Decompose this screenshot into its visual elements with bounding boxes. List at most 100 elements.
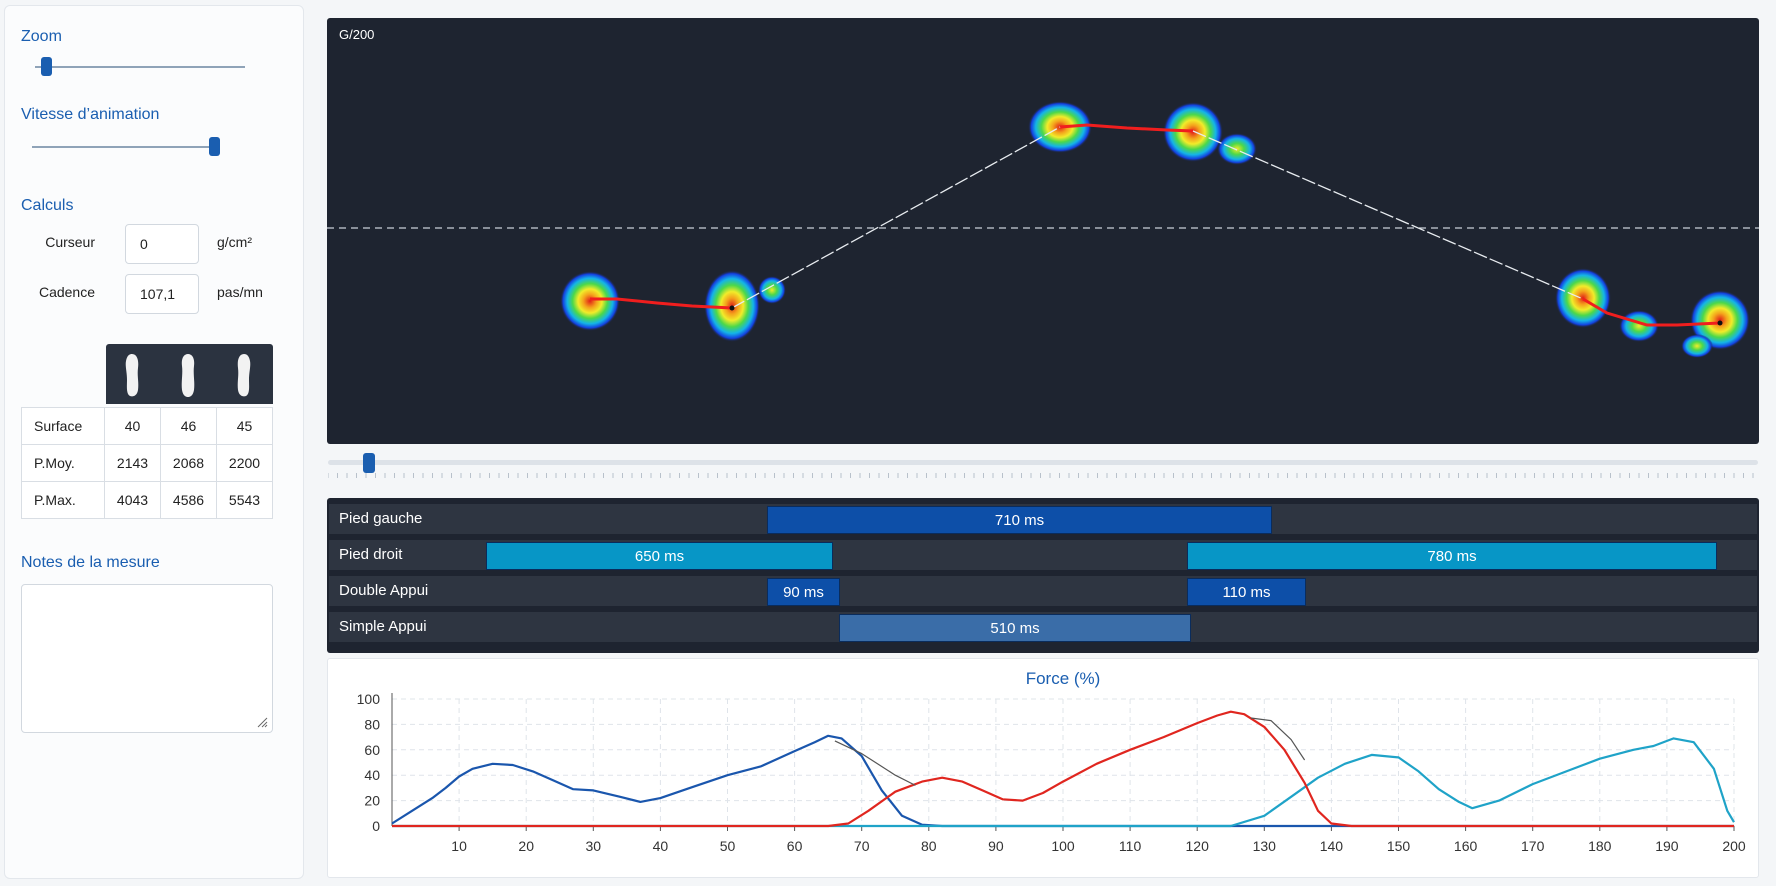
timeline-track[interactable] <box>328 460 1758 465</box>
stats-row: Surface 40 46 45 <box>21 407 273 445</box>
left-panel: Zoom Vitesse d’animation Calculs Curseur… <box>4 5 304 879</box>
x-tick-label: 80 <box>921 838 937 854</box>
stats-cell: 40 <box>104 407 161 445</box>
x-tick-label: 30 <box>586 838 602 854</box>
x-tick-label: 40 <box>653 838 669 854</box>
center-of-pressure-path <box>590 123 1723 327</box>
cadence-input[interactable]: 107,1 <box>125 274 199 314</box>
stats-cell: 2200 <box>216 444 273 482</box>
series-line-3 <box>834 740 916 786</box>
timeline-thumb[interactable] <box>362 453 375 473</box>
series-line-1 <box>392 737 1735 828</box>
cursor-unit: g/cm² <box>217 234 252 250</box>
x-tick-label: 90 <box>988 838 1004 854</box>
footprint-3-mid <box>1619 310 1659 342</box>
footprint-3-heel <box>1555 268 1611 328</box>
phase-bar[interactable]: 780 ms <box>1187 542 1717 570</box>
force-chart: Force (%) 0 20 40 60 80 100 10 20 30 40 50 60 70 80 90 1… <box>327 658 1759 878</box>
phase-bar[interactable]: 110 ms <box>1187 578 1306 606</box>
x-tick-label: 150 <box>1387 838 1411 854</box>
x-tick-label: 180 <box>1588 838 1612 854</box>
x-tick-label: 160 <box>1454 838 1478 854</box>
stats-cell: 46 <box>160 407 217 445</box>
stats-row-label: P.Max. <box>21 481 105 519</box>
y-tick-label: 0 <box>372 818 380 834</box>
footprint-1-toes <box>758 276 786 304</box>
cadence-label: Cadence <box>38 284 95 300</box>
map-scale-label: G/200 <box>339 27 375 42</box>
force-chart-svg: Force (%) 0 20 40 60 80 100 10 20 30 40 50 60 70 80 90 1… <box>357 669 1746 854</box>
footprint-blobs <box>560 101 1750 358</box>
zoom-title: Zoom <box>21 28 62 45</box>
phase-row: Pied droit 650 ms 780 ms <box>329 540 1757 570</box>
cadence-unit: pas/mn <box>217 284 263 300</box>
notes-title: Notes de la mesure <box>21 554 160 571</box>
x-tick-label: 120 <box>1186 838 1210 854</box>
stats-table: Surface 40 46 45 P.Moy. 2143 2068 2200 P.Max. 404… <box>21 407 273 519</box>
cursor-input[interactable]: 0 <box>125 224 199 264</box>
stats-row-label: P.Moy. <box>21 444 105 482</box>
x-tick-label: 190 <box>1655 838 1679 854</box>
footprint-2-toes <box>1217 133 1257 165</box>
stats-cell: 2068 <box>160 444 217 482</box>
pressure-map[interactable]: G/200 <box>327 18 1759 444</box>
phase-label: Pied droit <box>339 546 403 563</box>
phase-label: Simple Appui <box>339 618 427 635</box>
timeline-ticks <box>328 473 1754 478</box>
both-feet-icon[interactable] <box>178 352 198 398</box>
y-tick-label: 60 <box>364 742 380 758</box>
y-tick-label: 20 <box>364 793 380 809</box>
stats-row: P.Moy. 2143 2068 2200 <box>21 444 273 482</box>
phase-row: Double Appui 90 ms 110 ms <box>329 576 1757 606</box>
speed-title: Vitesse d’animation <box>21 106 160 123</box>
x-tick-label: 60 <box>787 838 803 854</box>
stats-row-label: Surface <box>21 407 105 445</box>
zoom-slider-thumb[interactable] <box>40 57 52 76</box>
y-tick-label: 40 <box>364 767 380 783</box>
notes-textarea[interactable] <box>21 584 273 733</box>
x-tick-label: 70 <box>854 838 870 854</box>
footprint-3-toes <box>1681 334 1713 358</box>
x-tick-label: 20 <box>518 838 534 854</box>
chart-title: Force (%) <box>1026 669 1101 688</box>
x-tick-label: 170 <box>1521 838 1545 854</box>
feet-header <box>106 344 273 404</box>
stats-cell: 4043 <box>104 481 161 519</box>
right-foot-icon[interactable] <box>234 352 254 398</box>
x-tick-label: 100 <box>1051 838 1075 854</box>
phase-label: Pied gauche <box>339 510 423 527</box>
stats-cell: 5543 <box>216 481 273 519</box>
phase-bar[interactable]: 90 ms <box>767 578 840 606</box>
x-tick-label: 140 <box>1320 838 1344 854</box>
x-tick-label: 50 <box>720 838 736 854</box>
series-line-2 <box>392 710 1734 828</box>
x-tick-label: 130 <box>1253 838 1277 854</box>
cursor-label: Curseur <box>45 234 95 250</box>
phase-label: Double Appui <box>339 582 429 599</box>
footprint-2-forefoot <box>1163 102 1223 162</box>
phase-row: Pied gauche 710 ms <box>329 504 1757 534</box>
x-tick-label: 200 <box>1722 838 1746 854</box>
x-tick-label: 10 <box>451 838 467 854</box>
calculs-title: Calculs <box>21 197 74 214</box>
phase-bar[interactable]: 650 ms <box>486 542 833 570</box>
pressure-map-canvas <box>327 101 1759 358</box>
resize-grip-icon[interactable] <box>256 716 268 728</box>
left-foot-icon[interactable] <box>122 352 142 398</box>
y-tick-label: 100 <box>357 691 381 707</box>
speed-slider-track[interactable] <box>32 146 220 148</box>
x-tick-label: 110 <box>1119 838 1142 854</box>
phase-bar[interactable]: 510 ms <box>839 614 1191 642</box>
series-line-4 <box>1250 717 1306 761</box>
stats-cell: 45 <box>216 407 273 445</box>
phase-bar[interactable]: 710 ms <box>767 506 1272 534</box>
zoom-slider-track[interactable] <box>35 66 245 68</box>
footprint-1-heel <box>560 271 620 331</box>
phase-row: Simple Appui 510 ms <box>329 612 1757 642</box>
speed-slider-thumb[interactable] <box>209 137 221 156</box>
gait-phases-panel: Pied gauche 710 ms Pied droit 650 ms 780 ms D… <box>327 498 1759 653</box>
stats-cell: 4586 <box>160 481 217 519</box>
stats-row: P.Max. 4043 4586 5543 <box>21 481 273 519</box>
series-line-0 <box>391 734 1734 828</box>
